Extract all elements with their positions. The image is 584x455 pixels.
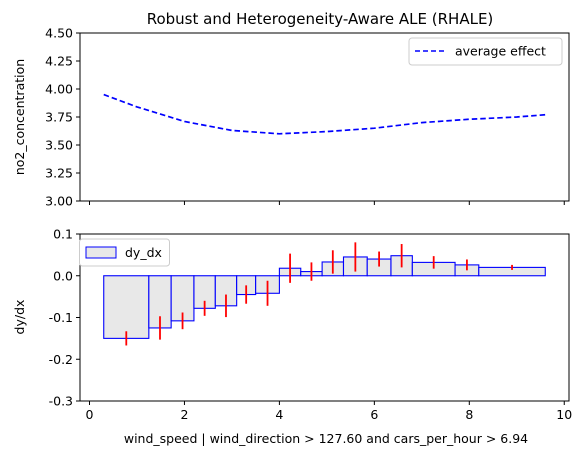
top-y-tick-label: 3.00	[45, 194, 73, 209]
bottom-x-tick-label: 4	[275, 407, 283, 422]
top-y-tick-label: 4.00	[45, 82, 73, 97]
bottom-legend: dy_dx	[79, 238, 170, 267]
bottom-y-tick-label: -0.1	[49, 310, 73, 325]
bottom-x-tick-label: 0	[86, 407, 94, 422]
bottom-y-ticks: -0.3 -0.2 -0.1 0.0 0.1	[49, 227, 80, 409]
top-y-tick-label: 4.50	[45, 26, 73, 41]
bottom-x-tick-label: 6	[370, 407, 378, 422]
bottom-legend-box	[79, 238, 170, 267]
bottom-x-axis-label: wind_speed | wind_direction > 127.60 and…	[124, 431, 528, 446]
top-y-tick-label: 3.25	[45, 166, 73, 181]
bottom-legend-swatch	[85, 246, 117, 259]
bottom-y-tick-label: 0.1	[53, 227, 73, 242]
top-legend-box	[408, 37, 563, 66]
bottom-x-tick-label: 2	[180, 407, 188, 422]
bottom-y-tick-label: -0.3	[49, 394, 73, 409]
top-y-tick-label: 3.50	[45, 138, 73, 153]
top-series-group	[103, 93, 546, 135]
bottom-panel: -0.3 -0.2 -0.1 0.0 0.1 0 2 4 6 8 10 dy/dx wind_sp…	[12, 227, 572, 447]
dy-dx-bar	[103, 275, 150, 339]
bottom-y-axis-label: dy/dx	[12, 300, 27, 335]
bottom-x-tick-label: 10	[556, 407, 572, 422]
average-effect-line	[103, 93, 546, 135]
top-y-ticks: 3.00 3.25 3.50 3.75 4.00 4.25 4.50	[45, 26, 80, 209]
top-panel: 3.00 3.25 3.50 3.75 4.00 4.25 4.50 no2_concent…	[12, 26, 570, 209]
top-y-tick-label: 3.75	[45, 110, 73, 125]
top-legend-label: average effect	[455, 44, 546, 59]
top-y-axis-label: no2_concentration	[12, 59, 27, 175]
top-y-tick-label: 4.25	[45, 54, 73, 69]
chart-title: Robust and Heterogeneity-Aware ALE (RHAL…	[147, 10, 494, 28]
bottom-x-ticks: 0 2 4 6 8 10	[86, 401, 572, 422]
bottom-errorbars-group	[125, 242, 513, 346]
bottom-legend-label: dy_dx	[125, 245, 162, 260]
top-x-ticks	[88, 201, 565, 205]
bottom-x-tick-label: 8	[465, 407, 473, 422]
bottom-axes-frame	[79, 233, 570, 402]
top-legend: average effect	[408, 37, 563, 66]
bottom-y-tick-label: -0.2	[49, 352, 73, 367]
bottom-y-tick-label: 0.0	[53, 268, 73, 283]
top-axes-frame	[79, 32, 570, 202]
